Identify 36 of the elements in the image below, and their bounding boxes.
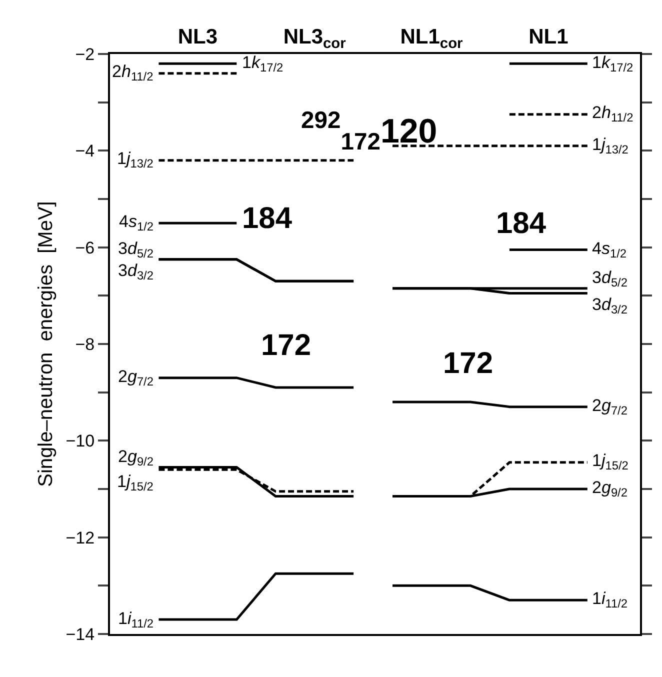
annotation: 172 (261, 329, 312, 362)
series-label: 2g$_{9/2}$ (592, 478, 628, 500)
annotation: 184 (242, 202, 292, 235)
series-label: 3d$_{3/2}$ (592, 295, 628, 317)
x-tick-label: NL3 (178, 26, 218, 49)
y-tick-label: −10 (66, 432, 95, 451)
y-tick-label: −4 (75, 142, 95, 161)
series-label: 1i$_{11/2}$ (592, 589, 628, 611)
y-tick-label: −6 (75, 238, 95, 258)
y-tick-label: −12 (66, 528, 95, 548)
series-label: 3d$_{3/2}$ (118, 261, 154, 283)
y-tick-label: −8 (75, 334, 95, 354)
annotation: 184 (496, 207, 546, 240)
series-label: 3d$_{5/2}$ (592, 268, 628, 290)
series-label: 4s$_{1/2}$ (592, 239, 627, 261)
y-tick-label: −14 (66, 624, 95, 644)
series-label: 2g$_{9/2}$ (118, 447, 154, 469)
series-label: 1k$_{17/2}$ (242, 53, 284, 75)
series-label: 1j$_{15/2}$ (592, 451, 629, 473)
series-label: 1i$_{11/2}$ (118, 609, 154, 631)
series-label: 2g$_{7/2}$ (592, 396, 628, 418)
annotation: 172 (443, 347, 494, 380)
series-label: 3d$_{5/2}$ (118, 239, 154, 261)
series-label: 2h$_{11/2}$ (112, 62, 154, 84)
x-tick-label: NL1$_{cor}$ (400, 26, 464, 52)
series-label: 1j$_{13/2}$ (592, 135, 629, 157)
x-tick-label: NL3$_{cor}$ (283, 26, 346, 52)
series-label: 2h$_{11/2}$ (592, 103, 634, 125)
series-label: 1j$_{15/2}$ (117, 472, 154, 494)
series-label: 2g$_{7/2}$ (118, 367, 154, 389)
series-label: 1j$_{13/2}$ (117, 149, 154, 171)
x-tick-label: NL1 (528, 26, 569, 49)
y-axis-title: Single–neutron energies [MeV] (34, 201, 57, 487)
series-label: 1k$_{17/2}$ (592, 53, 634, 75)
series-label: 4s$_{1/2}$ (119, 212, 154, 234)
y-tick-label: −2 (75, 44, 95, 64)
